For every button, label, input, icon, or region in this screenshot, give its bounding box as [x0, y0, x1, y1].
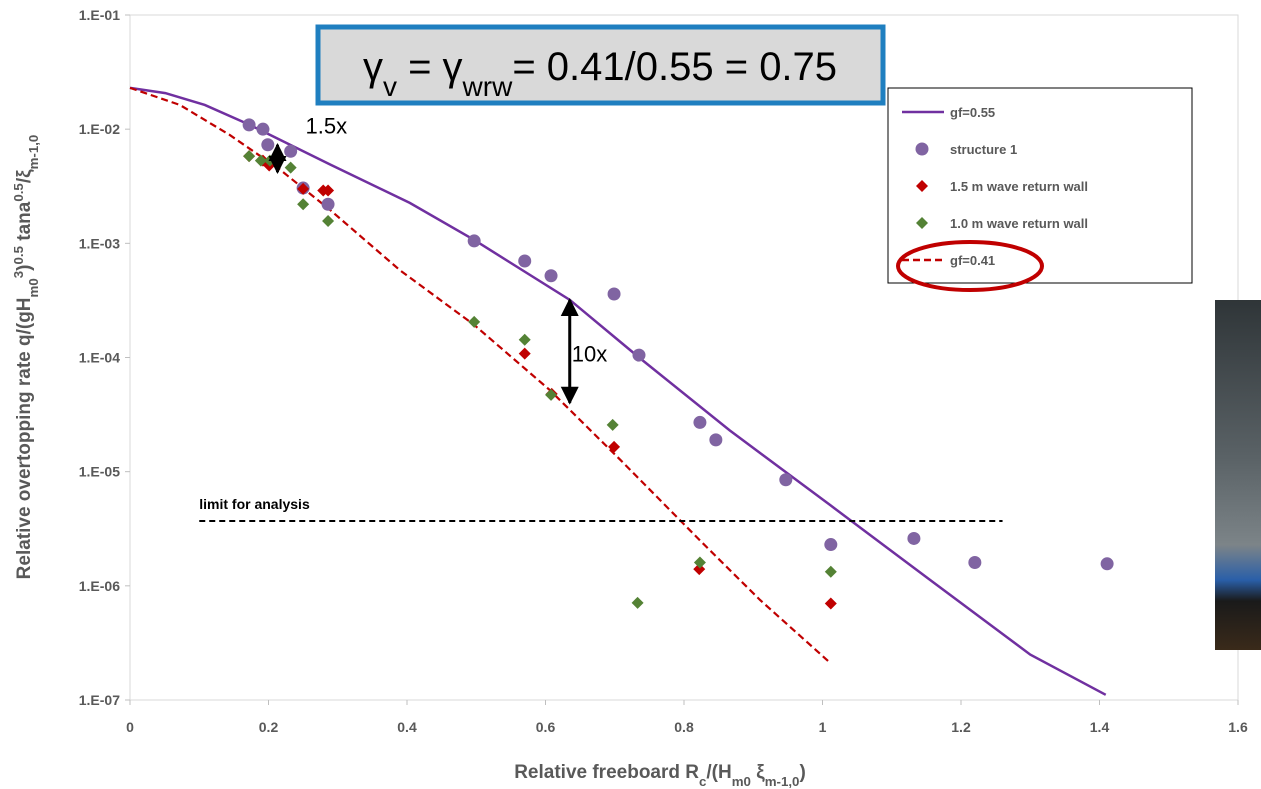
- text-part: tana: [14, 201, 35, 246]
- text-part: /(H: [706, 762, 731, 783]
- y-tick-label: 1.E-03: [79, 235, 120, 251]
- subscript: m0: [732, 774, 751, 789]
- formula: γv = γwrw= 0.41/0.55 = 0.75: [363, 45, 837, 102]
- data-point: [467, 234, 481, 248]
- data-point: [518, 333, 531, 346]
- limit-label: limit for analysis: [199, 496, 310, 512]
- data-point: [545, 388, 558, 401]
- data-point: [284, 161, 297, 174]
- x-axis-title: Relative freeboard Rc/(Hm0 ξm-1,0): [514, 762, 806, 789]
- data-point: [242, 118, 256, 132]
- data-point: [297, 198, 310, 211]
- y-tick-label: 1.E-02: [79, 121, 120, 137]
- data-point: [468, 315, 481, 328]
- data-point: [322, 214, 335, 227]
- y-axis-title: Relative overtopping rate q/(gHm03)0.5 t…: [11, 135, 41, 580]
- x-tick-label: 1: [819, 719, 827, 735]
- text-part: ): [799, 762, 805, 783]
- y-tick-label: 1.E-01: [79, 7, 120, 23]
- data-point: [256, 122, 270, 136]
- data-point: [907, 531, 921, 545]
- supscript: 3: [11, 271, 26, 278]
- x-tick-label: 0.8: [674, 719, 694, 735]
- supscript: 0.5: [11, 183, 26, 202]
- series-line: [129, 86, 1107, 696]
- data-point: [322, 184, 335, 197]
- data-point: [709, 433, 723, 447]
- legend-swatch: [916, 180, 928, 192]
- data-point: [693, 415, 707, 429]
- data-point: [607, 287, 621, 301]
- data-point: [1100, 557, 1114, 571]
- series-line: [129, 86, 829, 662]
- data-point: [297, 182, 310, 195]
- data-point: [824, 565, 837, 578]
- text-part: Relative overtopping rate q/(gH: [14, 297, 35, 579]
- data-point: [631, 596, 644, 609]
- supscript: 0.5: [11, 245, 26, 264]
- data-point: [544, 269, 558, 283]
- legend-swatch: [916, 217, 928, 229]
- subscript: c: [699, 774, 706, 789]
- legend-label: 1.5 m wave return wall: [950, 179, 1088, 194]
- subscript: v: [383, 71, 397, 102]
- subscript: m0: [26, 278, 41, 297]
- data-point: [824, 538, 838, 552]
- data-point: [321, 197, 335, 211]
- y-tick-label: 1.E-04: [79, 350, 120, 366]
- text-part: /ξ: [14, 169, 35, 183]
- data-point: [254, 154, 267, 167]
- legend-swatch: [915, 142, 929, 156]
- data-point: [632, 348, 646, 362]
- x-tick-label: 0.6: [536, 719, 556, 735]
- data-point: [824, 597, 837, 610]
- x-tick-label: 0.2: [259, 719, 279, 735]
- text-part: Relative freeboard R: [514, 762, 699, 783]
- data-point: [608, 440, 621, 453]
- photo-fragment: [1215, 300, 1261, 650]
- legend-label: structure 1: [950, 142, 1017, 157]
- legend-label: 1.0 m wave return wall: [950, 216, 1088, 231]
- data-point: [518, 347, 531, 360]
- formula-box: [315, 24, 886, 106]
- x-tick-label: 0.4: [397, 719, 417, 735]
- subscript: m-1,0: [765, 774, 800, 789]
- data-point: [261, 138, 275, 152]
- x-tick-label: 1.2: [951, 719, 971, 735]
- y-tick-label: 1.E-05: [79, 464, 120, 480]
- subscript: m-1,0: [26, 135, 41, 170]
- legend-label: gf=0.41: [950, 253, 995, 268]
- annotation-label: 1.5x: [306, 113, 348, 138]
- x-tick-label: 1.6: [1228, 719, 1248, 735]
- legend-label: gf=0.55: [950, 105, 995, 120]
- text-part: ξ: [751, 762, 765, 783]
- data-point: [606, 418, 619, 431]
- y-tick-label: 1.E-06: [79, 578, 120, 594]
- text-part: ): [14, 265, 35, 271]
- data-point: [518, 254, 532, 268]
- legend-box: [887, 87, 1193, 284]
- text-part: = 0.41/0.55 = 0.75: [512, 45, 837, 89]
- highlight-ellipse: [896, 240, 1044, 292]
- x-tick-label: 1.4: [1090, 719, 1110, 735]
- annotation-label: 10x: [572, 341, 607, 366]
- data-point: [243, 150, 256, 163]
- data-point: [968, 556, 982, 570]
- text-part: = γ: [397, 45, 463, 89]
- data-point: [779, 473, 793, 487]
- subscript: wrw: [462, 71, 514, 102]
- y-tick-label: 1.E-07: [79, 692, 120, 708]
- data-point: [693, 556, 706, 569]
- data-point: [284, 144, 298, 158]
- x-tick-label: 0: [126, 719, 134, 735]
- text-part: γ: [363, 45, 383, 89]
